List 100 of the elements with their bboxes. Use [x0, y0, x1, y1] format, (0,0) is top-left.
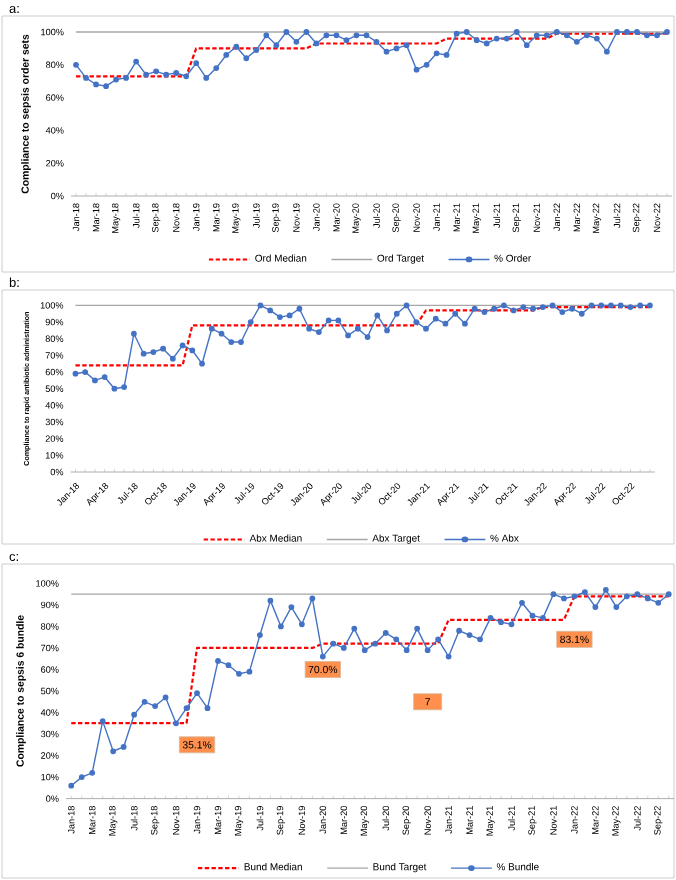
point — [435, 636, 442, 643]
point — [335, 317, 342, 324]
point — [343, 37, 350, 44]
point — [82, 369, 89, 375]
point — [374, 312, 381, 319]
point — [73, 61, 79, 68]
point — [223, 52, 230, 58]
point — [140, 350, 147, 357]
point — [298, 621, 305, 628]
point — [582, 589, 588, 595]
point — [345, 332, 351, 339]
point — [553, 29, 560, 35]
point — [267, 307, 274, 314]
point — [463, 29, 470, 35]
point — [413, 66, 420, 73]
point — [183, 73, 190, 80]
point — [83, 75, 89, 81]
point — [487, 614, 494, 621]
point — [163, 71, 170, 78]
point — [228, 339, 235, 345]
point — [592, 604, 599, 610]
point — [286, 312, 293, 319]
point — [267, 597, 274, 604]
point — [288, 604, 295, 610]
point — [373, 38, 380, 45]
point — [613, 604, 620, 610]
point — [194, 690, 200, 697]
point — [423, 61, 430, 68]
point — [529, 612, 536, 619]
point — [473, 37, 480, 44]
point — [93, 81, 99, 88]
point — [143, 71, 150, 78]
point — [351, 625, 358, 632]
point — [111, 385, 118, 392]
point — [569, 305, 575, 312]
point — [393, 310, 400, 317]
point — [384, 327, 390, 334]
point — [218, 330, 225, 337]
point — [303, 29, 310, 35]
point — [72, 370, 79, 377]
point — [433, 50, 440, 57]
point — [204, 705, 211, 712]
point — [432, 315, 439, 322]
point — [466, 632, 473, 638]
point — [283, 29, 290, 35]
point — [617, 302, 624, 309]
point — [306, 325, 313, 332]
point — [101, 374, 108, 380]
point — [120, 744, 127, 750]
point — [393, 636, 400, 643]
point — [89, 769, 96, 776]
point — [330, 640, 337, 647]
point — [238, 339, 244, 345]
point — [189, 347, 196, 354]
point — [588, 302, 595, 309]
point — [598, 302, 605, 309]
point — [162, 694, 169, 701]
point — [403, 42, 410, 49]
point — [323, 32, 330, 39]
point — [655, 599, 662, 606]
point — [131, 711, 138, 718]
point — [113, 76, 119, 83]
point — [503, 35, 510, 42]
point — [477, 636, 483, 643]
point — [403, 647, 410, 654]
point — [150, 349, 157, 355]
point — [654, 32, 660, 39]
point — [215, 657, 221, 664]
point — [483, 40, 490, 47]
point — [593, 35, 600, 42]
point — [637, 302, 644, 309]
point — [92, 377, 98, 384]
point — [573, 38, 580, 45]
point — [208, 325, 215, 332]
point — [481, 309, 488, 315]
point — [498, 619, 504, 626]
point — [103, 83, 109, 90]
point — [602, 586, 609, 593]
point — [319, 653, 326, 660]
point — [445, 653, 452, 660]
point — [273, 42, 280, 49]
point — [644, 595, 651, 602]
point — [353, 32, 360, 39]
point — [121, 384, 128, 390]
point — [604, 48, 610, 55]
point — [559, 309, 566, 315]
point — [133, 58, 139, 65]
point — [296, 305, 303, 312]
point — [363, 32, 370, 39]
point — [315, 329, 322, 335]
point — [313, 40, 320, 47]
point — [414, 625, 421, 632]
point — [364, 334, 371, 340]
point — [453, 30, 460, 37]
point — [508, 621, 515, 628]
point — [634, 591, 641, 598]
point — [530, 305, 536, 312]
point — [173, 70, 180, 76]
point — [462, 320, 468, 327]
point — [382, 630, 389, 636]
